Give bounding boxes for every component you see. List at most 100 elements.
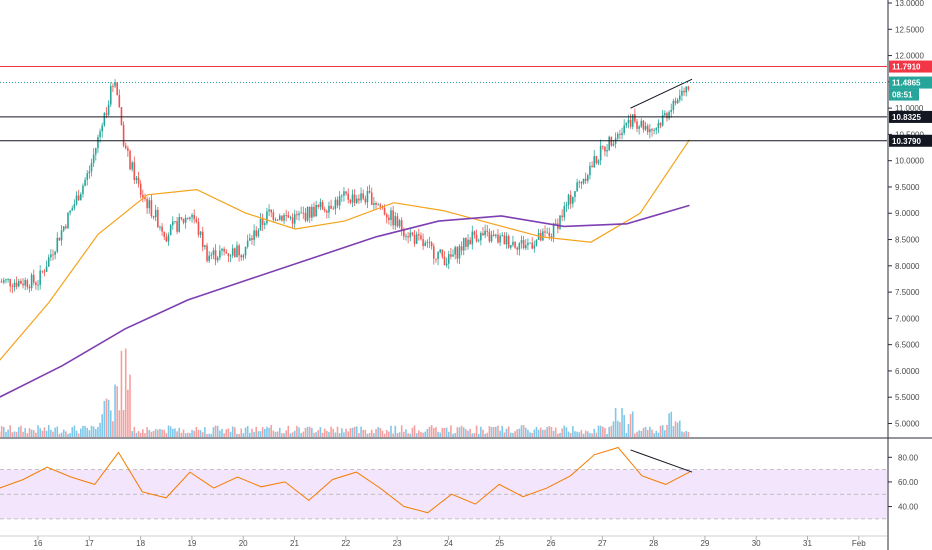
volume-bar — [257, 431, 260, 437]
candle-body — [105, 113, 108, 115]
candle-body — [580, 182, 583, 184]
volume-bar — [283, 433, 285, 437]
candle-body — [321, 201, 324, 210]
volume-bar — [550, 427, 553, 437]
volume-bar — [514, 431, 516, 437]
candle-body — [569, 194, 572, 204]
volume-bar — [462, 427, 465, 437]
volume-bar — [546, 427, 548, 437]
volume-bar — [7, 429, 9, 437]
candle-body — [640, 120, 643, 127]
volume-bar — [249, 432, 251, 437]
candle-body — [272, 212, 275, 220]
volume-bar — [266, 426, 268, 437]
candle-body — [257, 230, 260, 237]
candle-body — [512, 241, 514, 246]
volume-bar — [41, 430, 44, 437]
volume-bar — [296, 425, 298, 437]
volume-bar — [527, 429, 529, 437]
candle-body — [32, 274, 35, 283]
volume-bar — [623, 415, 625, 437]
volume-bar — [152, 430, 155, 437]
volume-bar — [668, 413, 670, 437]
volume-bar — [683, 432, 685, 437]
candle-body — [287, 215, 290, 218]
volume-bar — [291, 432, 294, 437]
candle-body — [364, 198, 367, 203]
volume-bar — [537, 429, 540, 437]
volume-bar — [304, 428, 307, 437]
y-tick-label: 11.0000 — [895, 104, 924, 113]
rsi-trendline[interactable] — [630, 449, 693, 473]
candle-body — [567, 194, 570, 206]
candle-body — [69, 210, 71, 213]
volume-bar — [146, 427, 148, 437]
candle-body — [456, 247, 459, 259]
volume-bar — [488, 426, 491, 437]
candle-body — [255, 230, 258, 237]
volume-bar — [422, 432, 424, 437]
horizontal-lines[interactable] — [0, 66, 887, 142]
candle-body — [355, 198, 358, 203]
volume-bar — [13, 431, 16, 437]
candle-body — [304, 212, 307, 221]
candle-body — [317, 204, 320, 207]
volume-bar — [636, 431, 638, 437]
candle-body — [454, 247, 456, 255]
candle-body — [281, 215, 283, 221]
candle-body — [169, 225, 172, 236]
volume-bar — [216, 425, 219, 437]
candle-body — [623, 125, 625, 133]
volume-bar — [186, 432, 189, 437]
candle-body — [124, 145, 127, 149]
candle-body — [531, 242, 533, 249]
candle-body — [41, 270, 44, 272]
candle-body — [661, 115, 664, 126]
volume-bar — [259, 431, 262, 437]
candle-body — [642, 120, 645, 130]
volume-bar — [572, 426, 574, 437]
volume-bar — [631, 411, 634, 437]
volume-bar — [174, 428, 176, 437]
volume-bar — [490, 427, 493, 437]
volume-bar — [370, 429, 373, 437]
candle-body — [323, 209, 326, 211]
price-badge — [889, 76, 932, 89]
volume-bar — [231, 426, 234, 437]
volume-bar — [343, 432, 345, 437]
volume-bar — [661, 425, 664, 437]
y-tick-label: 10.0000 — [895, 157, 924, 166]
candle-body — [3, 280, 5, 283]
candle-body — [22, 283, 24, 286]
volume-bar — [334, 432, 337, 437]
volume-bar — [103, 400, 106, 437]
candle-body — [80, 194, 82, 201]
candle-body — [664, 113, 666, 116]
volume-bar — [625, 432, 628, 437]
volume-bar — [437, 431, 439, 437]
volume-bar — [129, 374, 131, 437]
candle-body — [0, 281, 3, 283]
candle-body — [97, 137, 99, 149]
candle-body — [86, 173, 89, 180]
candle-body — [219, 250, 221, 258]
volume-bar — [9, 425, 12, 437]
candle-body — [259, 218, 262, 231]
volume-bar — [428, 426, 431, 437]
volume-bar — [484, 433, 486, 437]
candle-body — [529, 242, 531, 244]
candle-body — [176, 221, 178, 232]
candle-body — [360, 193, 362, 201]
candle-body — [109, 86, 112, 105]
volume-bar — [221, 428, 223, 437]
volume-bar — [450, 425, 452, 437]
volume-bar — [604, 428, 606, 437]
candle-body — [9, 279, 12, 287]
candle-body — [75, 195, 78, 204]
candle-body — [490, 234, 493, 242]
price-trendline[interactable] — [630, 78, 693, 109]
candle-body — [518, 243, 521, 250]
candle-body — [332, 208, 335, 210]
